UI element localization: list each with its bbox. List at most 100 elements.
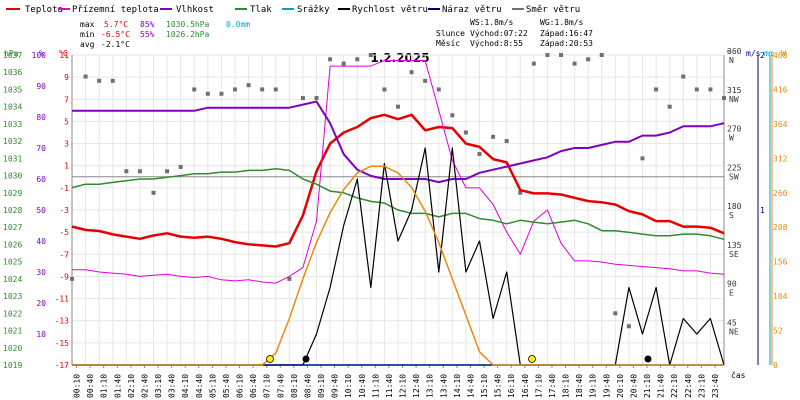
hpa-tick-label: 1029	[3, 189, 22, 198]
x-tick-label: 05:40	[222, 374, 231, 398]
pct-tick-label: 60	[36, 175, 46, 184]
stat-max-press: 1030.5hPa	[166, 20, 210, 29]
stat-moonset: Západ:20:53	[540, 39, 593, 48]
moonrise-marker	[302, 355, 310, 363]
dir-tick-deg: 270	[727, 125, 742, 134]
wind-direction-dot	[559, 53, 563, 57]
legend-label: Přízemní teplota	[72, 5, 159, 15]
wind-direction-dot	[423, 78, 428, 83]
temp-tick-label: -9	[59, 272, 69, 281]
x-tick-label: 13:10	[426, 374, 435, 398]
wind-direction-dot	[667, 104, 672, 109]
x-tick-label: 01:40	[113, 374, 122, 398]
dir-tick-deg: 315	[727, 86, 742, 95]
wind-direction-dot	[477, 152, 482, 157]
x-tick-label: 17:10	[534, 374, 543, 398]
stat-avg-temp: -2.1°C	[101, 40, 130, 49]
x-tick-label: 11:10	[371, 374, 380, 398]
wind-direction-dot	[97, 78, 102, 83]
axis-title-time: čas	[731, 370, 746, 380]
dir-tick-name: S	[729, 211, 734, 220]
wind-direction-dots	[70, 53, 726, 329]
w-tick-label: 0	[773, 361, 778, 370]
temp-tick-label: 3	[64, 140, 69, 149]
stat-moon-label: Měsíc	[436, 39, 460, 48]
temp-tick-label: -3	[59, 206, 69, 215]
x-tick-label: 15:10	[480, 374, 489, 398]
series-line-tlak	[71, 167, 725, 241]
w-tick-label: 364	[773, 120, 788, 129]
x-tick-label: 23:10	[697, 374, 706, 398]
x-tick-label: 12:40	[412, 374, 421, 398]
temp-tick-label: -1	[59, 184, 69, 193]
wind-direction-dot	[328, 57, 333, 62]
hpa-tick-label: 1034	[3, 103, 22, 112]
hpa-tick-label: 1021	[3, 327, 22, 336]
x-tick-label: 22:10	[670, 374, 679, 398]
plot-series	[71, 60, 725, 366]
stat-max-rain: 0.0mm	[226, 20, 250, 29]
sunrise-marker	[266, 355, 274, 363]
axis-title-pct: %	[39, 49, 44, 58]
wind-direction-dot	[572, 61, 577, 66]
x-tick-label: 01:10	[100, 374, 109, 398]
pct-tick-label: 30	[36, 268, 46, 277]
x-tick-label: 07:40	[276, 374, 285, 398]
wind-direction-dot	[260, 87, 265, 92]
wind-direction-dot	[110, 78, 115, 83]
wind-direction-dot	[219, 91, 224, 96]
wind-direction-dot	[178, 164, 183, 169]
x-tick-label: 18:40	[575, 374, 584, 398]
hpa-tick-label: 1024	[3, 275, 22, 284]
wind-direction-dot	[300, 96, 305, 101]
hpa-tick-label: 1022	[3, 309, 22, 318]
temp-tick-label: -5	[59, 228, 69, 237]
x-tick-label: 09:10	[317, 374, 326, 398]
dir-tick-name: SE	[729, 250, 739, 259]
x-tick-label: 03:10	[154, 374, 163, 398]
pct-tick-label: 90	[36, 82, 46, 91]
hpa-tick-label: 1020	[3, 344, 22, 353]
axis-title-temp: °C	[58, 49, 68, 58]
wind-direction-dot	[273, 87, 278, 92]
x-tick-label: 18:10	[562, 374, 571, 398]
wind-direction-dot	[626, 324, 631, 329]
stat-min-label: min	[80, 30, 95, 39]
dir-tick-deg: 90	[727, 280, 737, 289]
ms-tick-label: 1	[760, 206, 765, 215]
x-tick-label: 02:10	[127, 374, 136, 398]
wind-direction-dot	[586, 57, 591, 62]
x-tick-label: 15:40	[494, 374, 503, 398]
pct-tick-label: 50	[36, 206, 46, 215]
stat-sunset: Západ:16:47	[540, 29, 593, 38]
w-tick-label: 416	[773, 85, 788, 94]
x-tick-label: 20:40	[629, 374, 638, 398]
x-tick-label: 12:10	[399, 374, 408, 398]
dir-tick-name: E	[729, 289, 734, 298]
wind-direction-dot	[436, 87, 441, 92]
x-tick-label: 06:40	[249, 374, 258, 398]
x-tick-label: 22:40	[684, 374, 693, 398]
wind-direction-dot	[396, 104, 400, 109]
x-tick-label: 09:40	[331, 374, 340, 398]
wind-direction-dot	[382, 87, 387, 92]
stat-sunrise: Východ:07:22	[470, 29, 528, 38]
legend: Teplota Přízemní teplota Vlhkost Tlak Sr…	[6, 5, 580, 15]
x-tick-label: 19:10	[589, 374, 598, 398]
axis-title-w: W	[781, 49, 786, 58]
w-tick-label: 52	[773, 327, 783, 336]
sunset-marker	[528, 355, 536, 363]
wind-direction-dot	[463, 130, 468, 135]
wind-direction-dot	[287, 276, 292, 281]
hpa-tick-label: 1026	[3, 240, 22, 249]
stat-min-temp: -6.5°C	[101, 30, 130, 39]
wind-direction-dot	[124, 169, 129, 174]
legend-label: Srážky	[297, 5, 330, 15]
legend-label: Tlak	[250, 5, 272, 15]
x-tick-label: 07:10	[263, 374, 272, 398]
temp-tick-label: -17	[55, 361, 70, 370]
x-tick-label: 14:10	[453, 374, 462, 398]
dir-tick-name: W	[729, 134, 734, 143]
wind-direction-dot	[450, 113, 455, 118]
axis-title-mm: mm	[764, 49, 774, 58]
